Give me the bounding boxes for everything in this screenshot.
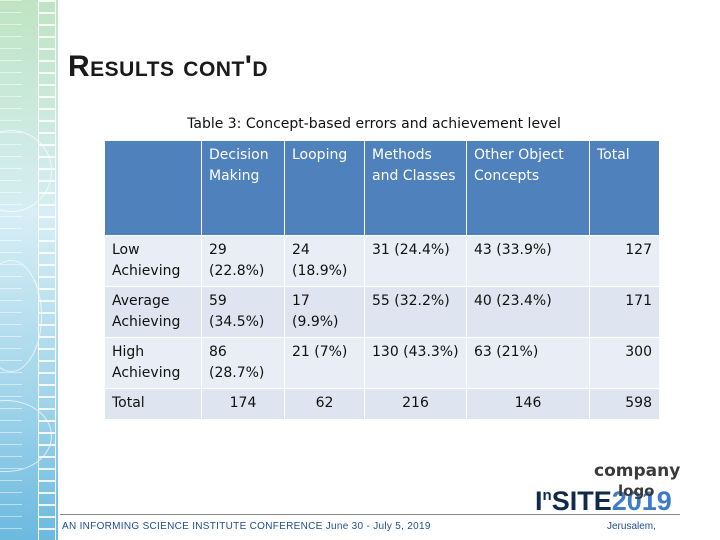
decorative-left-strip xyxy=(0,0,58,540)
table-cell: 174 xyxy=(201,388,285,420)
footer-divider xyxy=(60,514,680,515)
header-other-object-concepts: Other Object Concepts xyxy=(466,140,590,236)
table-cell: 17 (9.9%) xyxy=(284,286,365,338)
table-cell: 21 (7%) xyxy=(284,337,365,389)
table-cell: 55 (32.2%) xyxy=(364,286,467,338)
table-row-total: Total 174 62 216 146 598 xyxy=(104,388,660,420)
table-cell-total: 300 xyxy=(589,337,660,389)
table-cell-total: 598 xyxy=(589,388,660,420)
table-row: Low Achieving 29 (22.8%) 24 (18.9%) 31 (… xyxy=(104,235,660,287)
table-row: Average Achieving 59 (34.5%) 17 (9.9%) 5… xyxy=(104,286,660,338)
table-header-row: Decision Making Looping Methods and Clas… xyxy=(104,140,660,236)
insite-logo: InSITE2019 xyxy=(535,486,672,517)
row-label: High Achieving xyxy=(104,337,202,389)
table-cell: 63 (21%) xyxy=(466,337,590,389)
table-cell: 59 (34.5%) xyxy=(201,286,285,338)
table-cell: 43 (33.9%) xyxy=(466,235,590,287)
insite-main: SITE xyxy=(551,486,612,516)
results-table: Decision Making Looping Methods and Clas… xyxy=(104,140,660,420)
table-cell: 31 (24.4%) xyxy=(364,235,467,287)
table-cell: 146 xyxy=(466,388,590,420)
table-cell: 130 (43.3%) xyxy=(364,337,467,389)
decorative-swirl xyxy=(0,260,42,372)
table-cell: 62 xyxy=(284,388,365,420)
company-logo-text: company xyxy=(594,461,681,481)
header-decision-making: Decision Making xyxy=(201,140,285,236)
logo-word: logo xyxy=(618,482,655,500)
header-methods-classes: Methods and Classes xyxy=(364,140,467,236)
table-cell-total: 171 xyxy=(589,286,660,338)
table-cell: 40 (23.4%) xyxy=(466,286,590,338)
header-blank xyxy=(104,140,202,236)
footer-conference: AN INFORMING SCIENCE INSTITUTE CONFERENC… xyxy=(62,521,431,532)
header-total: Total xyxy=(589,140,660,236)
row-label: Total xyxy=(104,388,202,420)
header-looping: Looping xyxy=(284,140,365,236)
slide-title: Results cont'd xyxy=(68,50,269,83)
table-cell: 24 (18.9%) xyxy=(284,235,365,287)
table-cell: 216 xyxy=(364,388,467,420)
decorative-rail xyxy=(38,0,56,540)
footer-city: Jerusalem, xyxy=(607,521,656,532)
table-cell: 29 (22.8%) xyxy=(201,235,285,287)
table-row: High Achieving 86 (28.7%) 21 (7%) 130 (4… xyxy=(104,337,660,389)
insite-year: 2019 xyxy=(611,486,672,516)
table-caption: Table 3: Concept-based errors and achiev… xyxy=(187,116,561,132)
insite-prefix: I xyxy=(535,486,543,516)
row-label: Low Achieving xyxy=(104,235,202,287)
table-cell-total: 127 xyxy=(589,235,660,287)
table-cell: 86 (28.7%) xyxy=(201,337,285,389)
insite-sup: n xyxy=(542,487,552,504)
row-label: Average Achieving xyxy=(104,286,202,338)
